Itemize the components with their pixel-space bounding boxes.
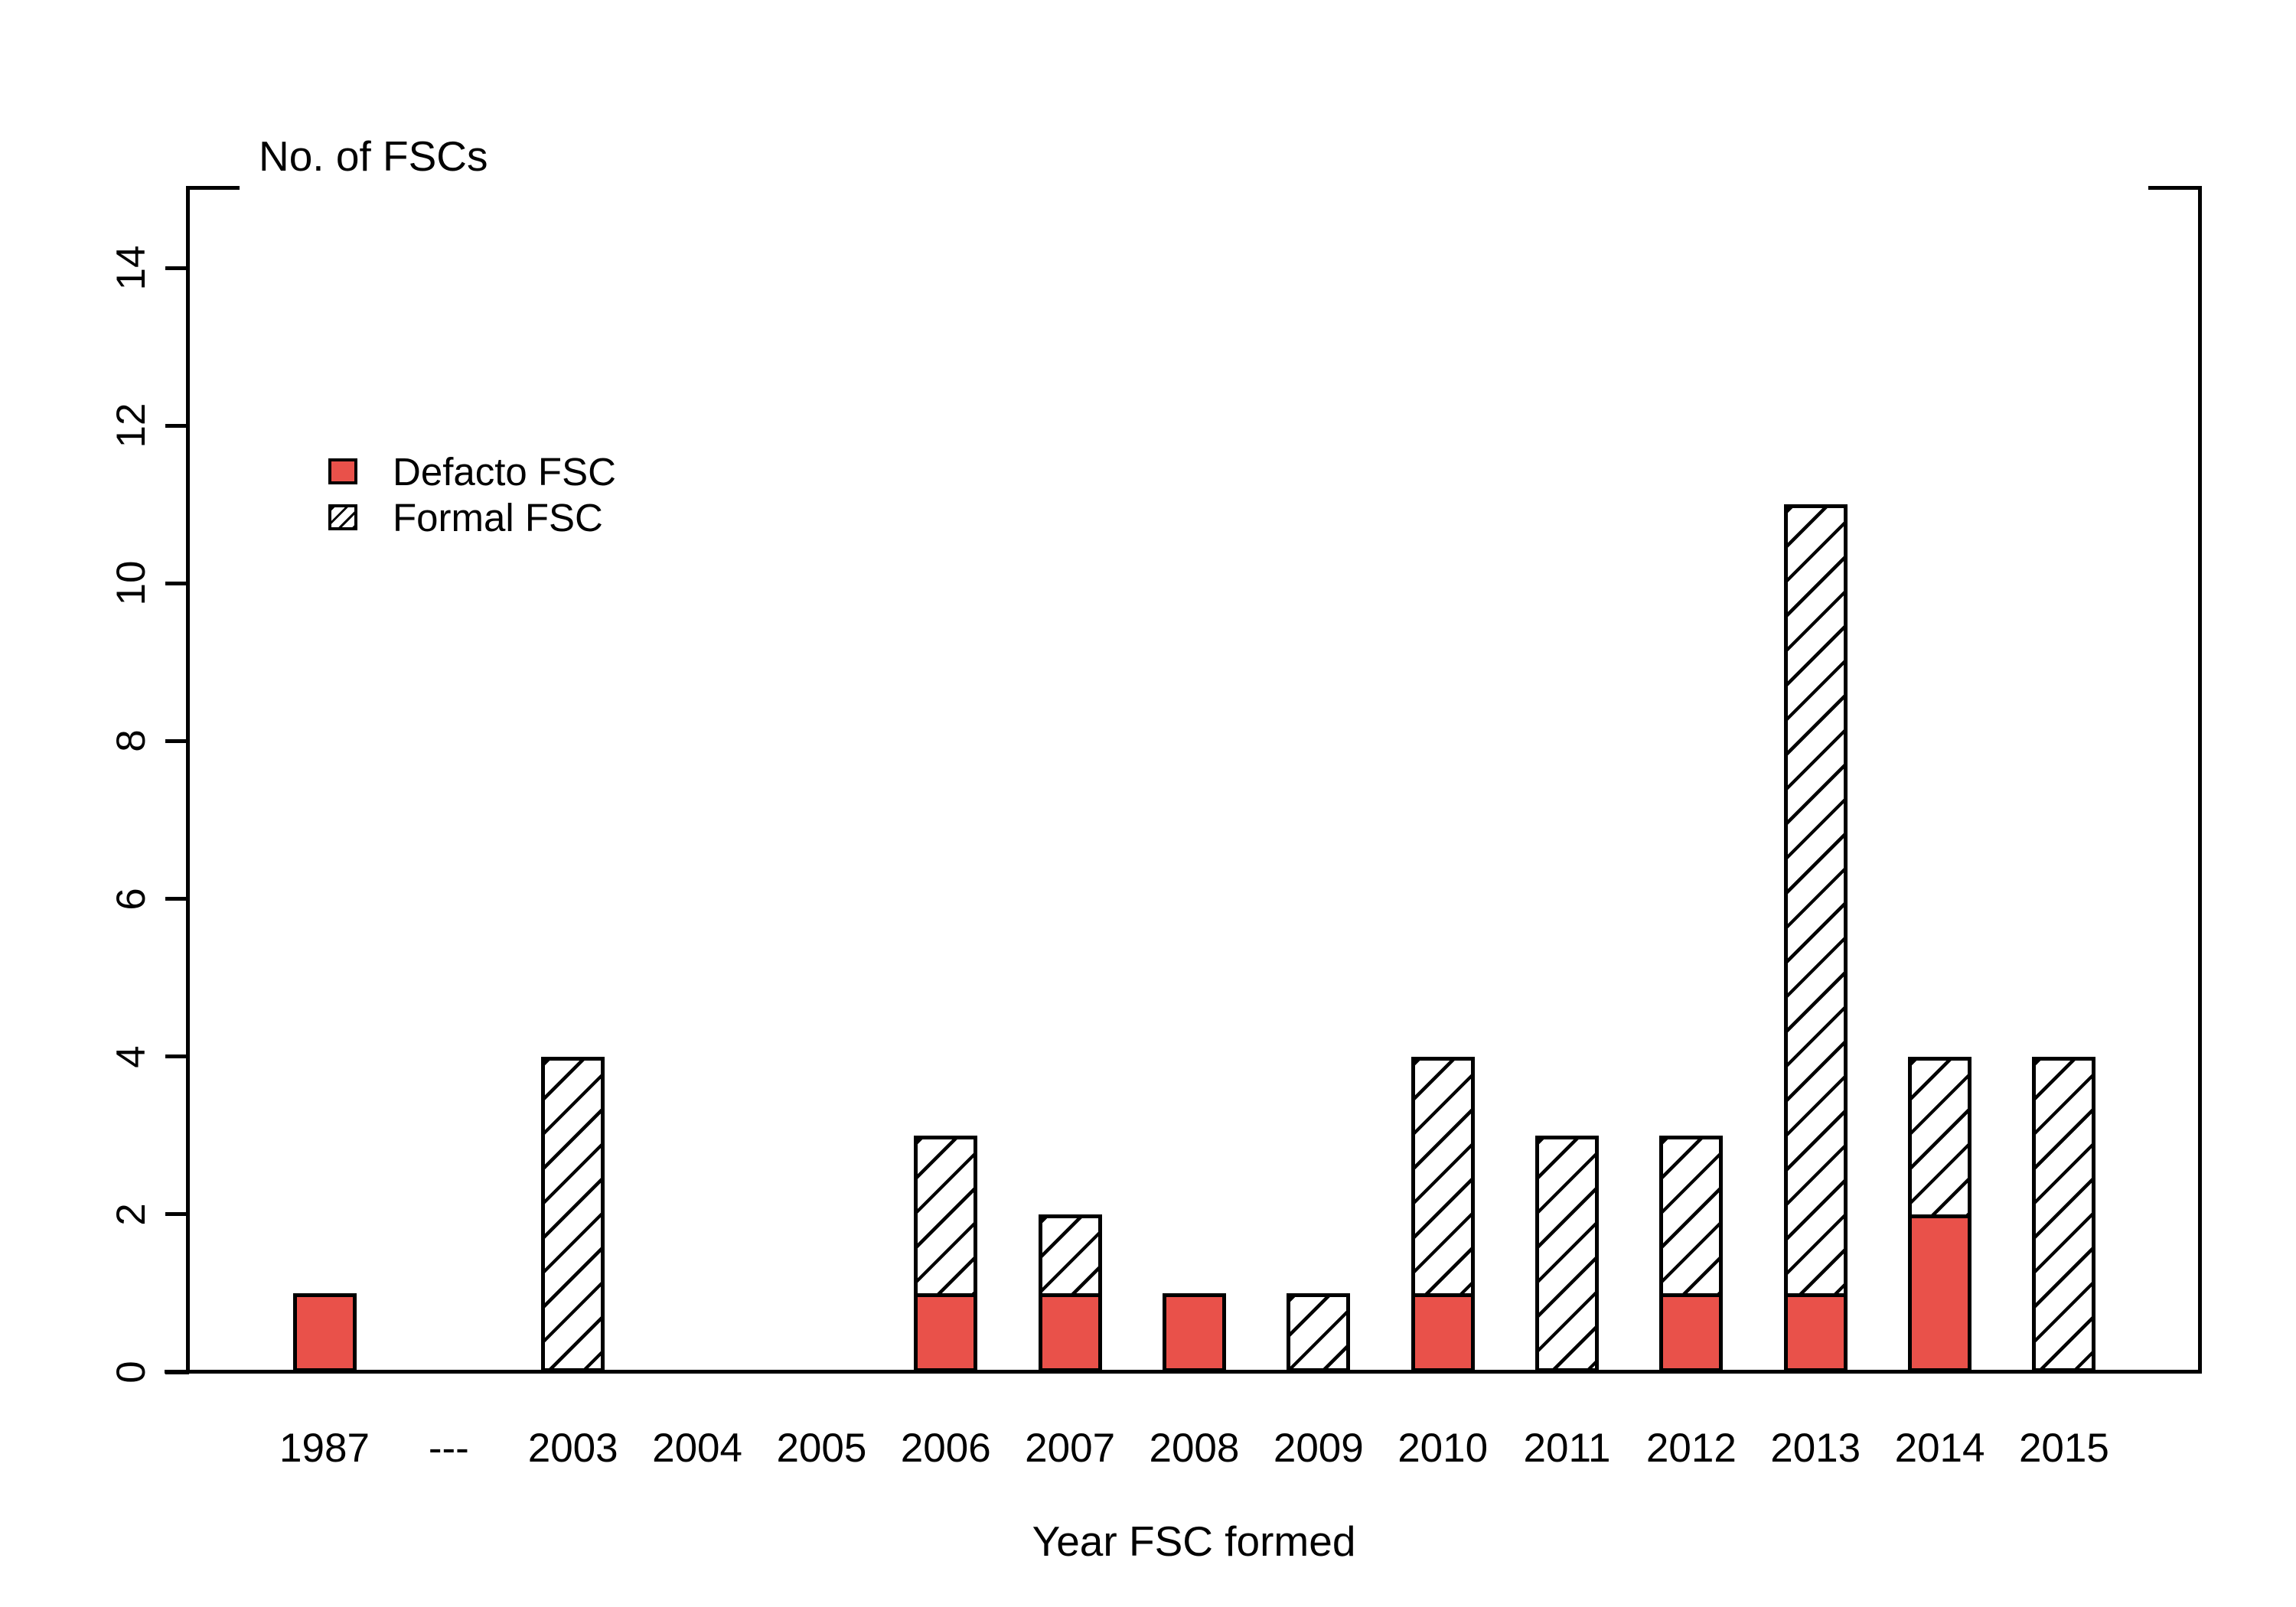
y-tick <box>165 1054 189 1059</box>
y-tick-label: 12 <box>109 403 154 448</box>
x-axis-title: Year FSC formed <box>1032 1517 1356 1565</box>
y-tick <box>165 266 189 270</box>
x-tick-label: 2012 <box>1645 1426 1737 1471</box>
bar-formal-2011 <box>1535 1135 1599 1372</box>
bar-defacto-2010 <box>1411 1292 1475 1372</box>
y-tick <box>165 1212 189 1217</box>
top-left-corner-tick <box>186 186 240 190</box>
x-tick-label: --- <box>428 1426 469 1471</box>
legend-label: Defacto FSC <box>393 449 616 494</box>
y-tick-label: 10 <box>109 560 154 606</box>
legend-item-defacto: Defacto FSC <box>328 450 616 494</box>
right-axis-line <box>2198 186 2202 1374</box>
x-tick-label: 2006 <box>900 1426 991 1471</box>
y-tick <box>165 581 189 585</box>
y-tick-label: 0 <box>109 1361 154 1384</box>
top-right-corner-tick <box>2148 186 2202 190</box>
legend-label: Formal FSC <box>393 495 603 539</box>
bar-defacto-2012 <box>1659 1292 1724 1372</box>
x-tick-label: 2010 <box>1397 1426 1489 1471</box>
bar-formal-2007 <box>1038 1214 1102 1297</box>
y-tick <box>165 423 189 428</box>
formal-swatch-icon <box>328 504 357 530</box>
bar-defacto-2013 <box>1783 1292 1848 1372</box>
legend-item-formal: Formal FSC <box>328 496 616 539</box>
bar-formal-2014 <box>1908 1056 1972 1218</box>
bar-defacto-2014 <box>1908 1214 1972 1372</box>
bar-formal-2012 <box>1659 1135 1724 1297</box>
x-tick-label: 2005 <box>776 1426 867 1471</box>
bar-formal-2010 <box>1411 1056 1475 1297</box>
bar-formal-2013 <box>1783 504 1848 1297</box>
y-tick-label: 14 <box>109 245 154 291</box>
x-tick-label: 2008 <box>1149 1426 1240 1471</box>
y-tick-label: 4 <box>109 1045 154 1068</box>
x-tick-label: 2013 <box>1770 1426 1861 1471</box>
x-tick-label: 2003 <box>527 1426 618 1471</box>
defacto-swatch-icon <box>328 458 357 484</box>
x-tick-label: 2011 <box>1523 1426 1611 1471</box>
y-tick <box>165 1370 189 1374</box>
x-tick-label: 1987 <box>279 1426 370 1471</box>
y-axis-title: No. of FSCs <box>259 132 488 180</box>
x-tick-label: 2004 <box>652 1426 742 1471</box>
x-tick-label: 2015 <box>2018 1426 2109 1471</box>
y-tick <box>165 897 189 901</box>
y-axis-line <box>186 186 190 1374</box>
y-tick-label: 2 <box>109 1203 154 1226</box>
x-tick-label: 2009 <box>1273 1426 1364 1471</box>
x-tick-label: 2014 <box>1894 1426 1985 1471</box>
bar-defacto-2007 <box>1038 1292 1102 1372</box>
y-tick-label: 6 <box>109 887 154 911</box>
bar-formal-2015 <box>2032 1056 2096 1372</box>
bar-formal-2006 <box>914 1135 978 1297</box>
y-tick <box>165 738 189 743</box>
bar-defacto-1987 <box>292 1292 357 1372</box>
legend: Defacto FSC Formal FSC <box>328 450 616 546</box>
bar-formal-2003 <box>541 1056 605 1372</box>
y-tick-label: 8 <box>109 729 154 753</box>
x-tick-label: 2007 <box>1025 1426 1116 1471</box>
bar-defacto-2006 <box>914 1292 978 1372</box>
bar-defacto-2008 <box>1162 1292 1226 1372</box>
bar-formal-2009 <box>1287 1292 1351 1372</box>
